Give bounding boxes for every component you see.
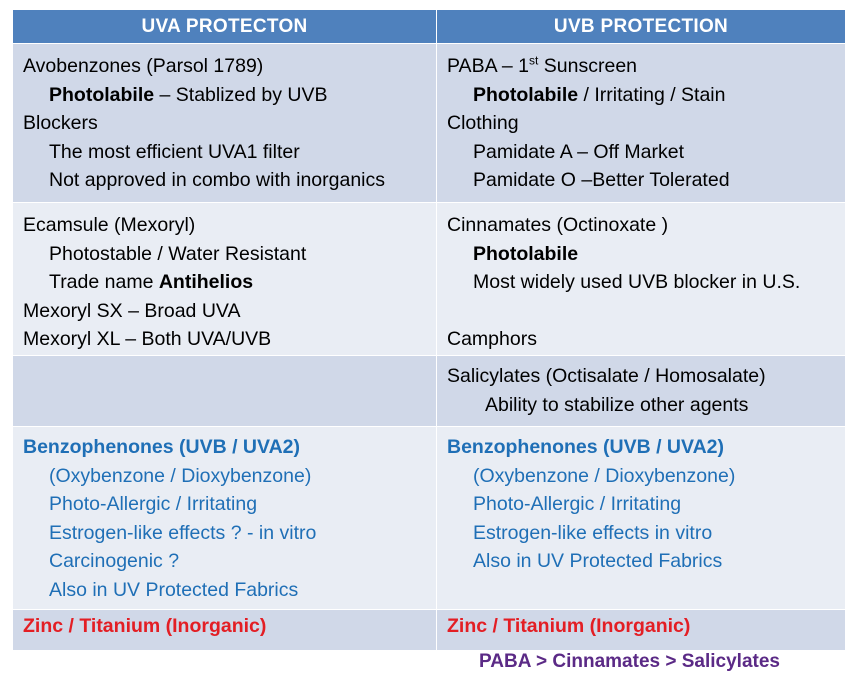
uva-cell-benzophenones: Benzophenones (UVB / UVA2) (Oxybenzone /… bbox=[12, 426, 437, 610]
cell-line: Mexoryl SX – Broad UVA bbox=[23, 299, 241, 322]
uvb-header: UVB PROTECTION bbox=[436, 9, 846, 44]
cell-text: Sunscreen bbox=[538, 55, 638, 77]
cell-line: Also in UV Protected Fabrics bbox=[473, 550, 723, 572]
cell-text: – Stablized by UVB bbox=[154, 83, 328, 106]
cell-line: Photolabile / Irritating / Stain bbox=[447, 81, 845, 110]
cell-line: Avobenzones (Parsol 1789) bbox=[23, 55, 264, 77]
cell-line: Photostable / Water Resistant bbox=[49, 242, 307, 265]
table-row: Benzophenones (UVB / UVA2) (Oxybenzone /… bbox=[12, 426, 846, 610]
cell-line: Benzophenones (UVB / UVA2) bbox=[447, 436, 724, 458]
cell-line: Photo-Allergic / Irritating bbox=[473, 493, 682, 515]
cell-line: PABA – 1st Sunscreen bbox=[447, 52, 845, 81]
cell-line: Estrogen-like effects in vitro bbox=[473, 521, 713, 544]
cell-line: Camphors bbox=[447, 328, 537, 350]
cell-line: Photolabile bbox=[473, 242, 579, 265]
cell-line: Mexoryl XL – Both UVA/UVB bbox=[23, 328, 272, 350]
superscript: st bbox=[529, 53, 539, 68]
cell-line: The most efficient UVA1 filter bbox=[49, 140, 300, 163]
cell-line: Most widely used UVB blocker in U.S. bbox=[473, 271, 801, 293]
bold-term: Antihelios bbox=[158, 271, 254, 293]
uvb-cell-paba: PABA – 1st Sunscreen Photolabile / Irrit… bbox=[436, 43, 846, 203]
cell-line: Trade name Antihelios bbox=[23, 268, 436, 297]
cell-line: Blockers bbox=[23, 112, 98, 134]
uvb-cell-salicylates: Salicylates (Octisalate / Homosalate) Ab… bbox=[436, 355, 846, 427]
uva-cell-avobenzones: Avobenzones (Parsol 1789) Photolabile – … bbox=[12, 43, 437, 203]
uva-cell-ecamsule: Ecamsule (Mexoryl) Photostable / Water R… bbox=[12, 202, 437, 356]
table-row: Avobenzones (Parsol 1789) Photolabile – … bbox=[12, 43, 846, 203]
blank-line bbox=[447, 297, 845, 326]
cell-text: Trade name bbox=[49, 271, 159, 293]
uva-cell-empty bbox=[12, 355, 437, 427]
cell-line: Photo-Allergic / Irritating bbox=[49, 493, 258, 515]
cell-line: Estrogen-like effects ? - in vitro bbox=[49, 521, 317, 544]
sunscreen-comparison-sheet: UVA PROTECTON UVB PROTECTION Avobenzones… bbox=[12, 9, 846, 651]
cell-line: Not approved in combo with inorganics bbox=[49, 169, 386, 191]
bold-term: Photolabile bbox=[49, 83, 155, 106]
cell-line: Photolabile – Stablized by UVB bbox=[23, 81, 436, 110]
cell-line: Pamidate O –Better Tolerated bbox=[473, 169, 730, 191]
cell-text: PABA – 1 bbox=[447, 55, 530, 77]
cell-line: Cinnamates (Octinoxate ) bbox=[447, 214, 669, 236]
uva-header: UVA PROTECTON bbox=[12, 9, 437, 44]
uvb-cell-inorganic: Zinc / Titanium (Inorganic) bbox=[436, 609, 846, 651]
cell-line: Ability to stabilize other agents bbox=[485, 393, 749, 416]
cell-line: Pamidate A – Off Market bbox=[473, 140, 684, 163]
uva-cell-inorganic: Zinc / Titanium (Inorganic) bbox=[12, 609, 437, 651]
table-row: Zinc / Titanium (Inorganic) Zinc / Titan… bbox=[12, 609, 846, 651]
table-row: Ecamsule (Mexoryl) Photostable / Water R… bbox=[12, 202, 846, 356]
cell-line: Zinc / Titanium (Inorganic) bbox=[447, 615, 691, 637]
cell-line: Clothing bbox=[447, 112, 519, 134]
cell-line: Zinc / Titanium (Inorganic) bbox=[23, 615, 267, 637]
cell-line: Benzophenones (UVB / UVA2) bbox=[23, 436, 300, 458]
cell-text: / Irritating / Stain bbox=[578, 83, 726, 106]
ranking-footer: PABA > Cinnamates > Salicylates bbox=[479, 651, 780, 672]
cell-line: (Oxybenzone / Dioxybenzone) bbox=[49, 464, 312, 487]
protection-table: UVA PROTECTON UVB PROTECTION Avobenzones… bbox=[12, 9, 846, 651]
bold-term: Photolabile bbox=[473, 83, 579, 106]
cell-line: Ecamsule (Mexoryl) bbox=[23, 214, 196, 236]
cell-line: Carcinogenic ? bbox=[49, 550, 180, 572]
header-row: UVA PROTECTON UVB PROTECTION bbox=[12, 9, 846, 44]
cell-line: (Oxybenzone / Dioxybenzone) bbox=[473, 464, 736, 487]
cell-line: Also in UV Protected Fabrics bbox=[49, 578, 299, 601]
uvb-cell-benzophenones: Benzophenones (UVB / UVA2) (Oxybenzone /… bbox=[436, 426, 846, 610]
table-row: Salicylates (Octisalate / Homosalate) Ab… bbox=[12, 355, 846, 427]
cell-line: Salicylates (Octisalate / Homosalate) bbox=[447, 365, 766, 387]
uvb-cell-cinnamates: Cinnamates (Octinoxate ) Photolabile Mos… bbox=[436, 202, 846, 356]
